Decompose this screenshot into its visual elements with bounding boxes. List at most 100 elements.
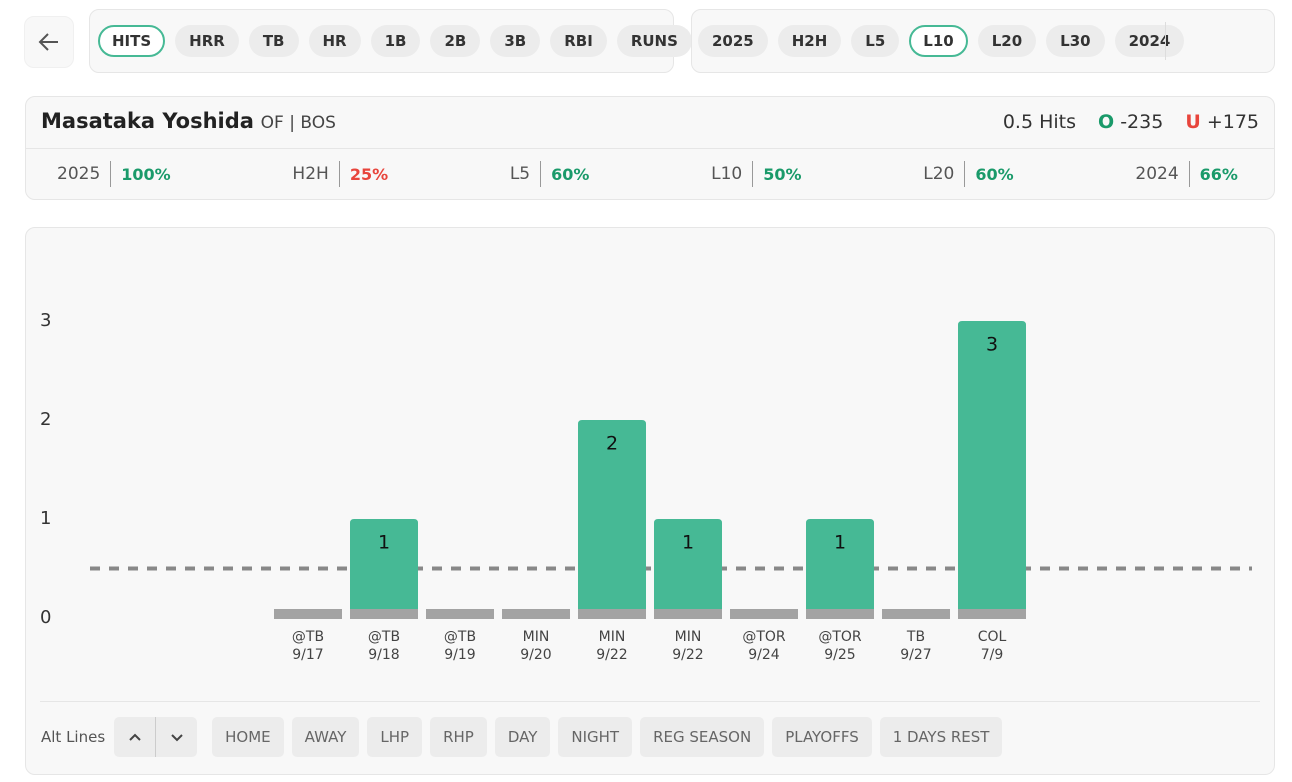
rate-value: 25% <box>349 164 389 184</box>
hit-rate: L10 50% <box>711 161 802 187</box>
period-label: 2024 <box>1135 164 1179 184</box>
tab[interactable]: RBI <box>550 25 607 57</box>
over-odds[interactable]: -235 <box>1120 111 1164 133</box>
tab[interactable]: H2H <box>777 25 842 57</box>
separator <box>540 161 542 187</box>
x-tick-date: 9/22 <box>596 647 627 663</box>
bar-base <box>958 609 1026 619</box>
filter-button[interactable]: DAY <box>494 717 551 757</box>
x-tick-date: 9/27 <box>900 647 931 663</box>
player-name: Masataka Yoshida <box>41 109 254 133</box>
bar-base <box>426 609 494 619</box>
bar-base <box>806 609 874 619</box>
filters: Alt Lines HOME AWAY LHP RHP DAY NIGHT REG SEAS… <box>41 717 1003 757</box>
period-tabs: 2025 H2H L5 L10 L20 L30 2024 <box>691 9 1275 73</box>
y-tick-label: 0 <box>40 607 51 628</box>
hit-rate: L5 60% <box>509 161 590 187</box>
x-tick-label: MIN <box>523 629 550 645</box>
value-label: 1 <box>378 532 390 554</box>
filter-button[interactable]: NIGHT <box>558 717 633 757</box>
rate-value: 100% <box>121 164 171 184</box>
separator <box>752 161 754 187</box>
under-odds[interactable]: +175 <box>1206 111 1259 133</box>
value-label: 1 <box>682 532 694 554</box>
filter-button[interactable]: HOME <box>212 717 284 757</box>
hit-rate: 2024 66% <box>1135 161 1238 187</box>
line-info: 0.5 Hits O -235 U +175 <box>1003 111 1259 133</box>
tab[interactable]: 2B <box>430 25 481 57</box>
x-tick-label: @TB <box>368 629 400 645</box>
bar <box>958 321 1026 618</box>
player-position: OF | BOS <box>260 113 336 133</box>
hit-rates: 2025 100% H2H 25% L5 60% L10 50% L20 60% 2024 66% <box>57 161 1238 187</box>
chart: 0 1 2 3 @TB 9/17 1 @TB 9/18 @TB 9/19 MIN 9/20 2 MIN 9/2… <box>40 310 1252 663</box>
x-tick-date: 7/9 <box>981 647 1004 663</box>
x-tick-label: TB <box>906 629 925 645</box>
x-tick-date: 9/22 <box>672 647 703 663</box>
step-up[interactable] <box>114 717 155 757</box>
separator <box>964 161 966 187</box>
separator <box>1165 22 1166 60</box>
tab[interactable]: 2024 <box>1114 25 1185 57</box>
x-tick-date: 9/17 <box>292 647 323 663</box>
filter-button[interactable]: PLAYOFFS <box>772 717 872 757</box>
rate-value: 50% <box>763 164 802 184</box>
x-tick-date: 9/24 <box>748 647 780 663</box>
tab[interactable]: RUNS <box>616 25 692 57</box>
filter-button[interactable]: AWAY <box>291 717 360 757</box>
x-tick-label: MIN <box>675 629 702 645</box>
tab[interactable]: TB <box>248 25 299 57</box>
x-tick-label: @TOR <box>818 629 862 645</box>
tab[interactable]: 3B <box>490 25 541 57</box>
tab[interactable]: L10 <box>909 25 968 57</box>
tab[interactable]: HR <box>308 25 361 57</box>
rate-value: 60% <box>975 164 1014 184</box>
rate-value: 60% <box>551 164 590 184</box>
filter-button[interactable]: 1 DAYS REST <box>879 717 1003 757</box>
x-tick-label: @TB <box>444 629 476 645</box>
filter-button[interactable]: REG SEASON <box>640 717 765 757</box>
filter-button[interactable]: RHP <box>430 717 487 757</box>
hit-rate: H2H 25% <box>292 161 388 187</box>
period-label: H2H <box>292 164 329 184</box>
bar-base <box>350 609 418 619</box>
alt-line-steppers <box>114 717 198 757</box>
back-icon <box>38 33 58 51</box>
bar <box>806 519 874 618</box>
step-down[interactable] <box>156 717 197 757</box>
bar-base <box>578 609 646 619</box>
alt-lines-label: Alt Lines <box>41 728 106 746</box>
rate-value: 66% <box>1199 164 1238 184</box>
bar <box>578 420 646 618</box>
bar-base <box>654 609 722 619</box>
back-button[interactable] <box>24 16 74 68</box>
tab[interactable]: HITS <box>98 25 166 57</box>
x-tick-date: 9/18 <box>368 647 399 663</box>
under-label: U <box>1185 111 1201 133</box>
filter-button[interactable]: LHP <box>367 717 423 757</box>
x-tick-date: 9/25 <box>824 647 855 663</box>
x-tick-label: MIN <box>599 629 626 645</box>
over-label: O <box>1098 111 1115 133</box>
tab[interactable]: 2025 <box>698 25 768 57</box>
bar <box>654 519 722 618</box>
x-tick-date: 9/19 <box>444 647 475 663</box>
tab[interactable]: L5 <box>851 25 900 57</box>
bar-base <box>882 609 950 619</box>
x-tick-label: @TOR <box>742 629 786 645</box>
stat-tabs: HITS HRR TB HR 1B 2B 3B RBI RUNS <box>89 9 692 73</box>
tab[interactable]: HRR <box>175 25 239 57</box>
bar-base <box>274 609 342 619</box>
divider <box>40 701 1260 702</box>
tab[interactable]: L30 <box>1046 25 1105 57</box>
value-label: 3 <box>986 334 998 356</box>
separator <box>110 161 112 187</box>
tab[interactable]: 1B <box>370 25 421 57</box>
period-label: L10 <box>711 164 743 184</box>
value-label: 2 <box>606 433 618 455</box>
value-label: 1 <box>834 532 846 554</box>
period-label: L5 <box>509 164 531 184</box>
player-card: Masataka Yoshida OF | BOS 0.5 Hits O -23… <box>25 96 1275 200</box>
tab[interactable]: L20 <box>977 25 1037 57</box>
